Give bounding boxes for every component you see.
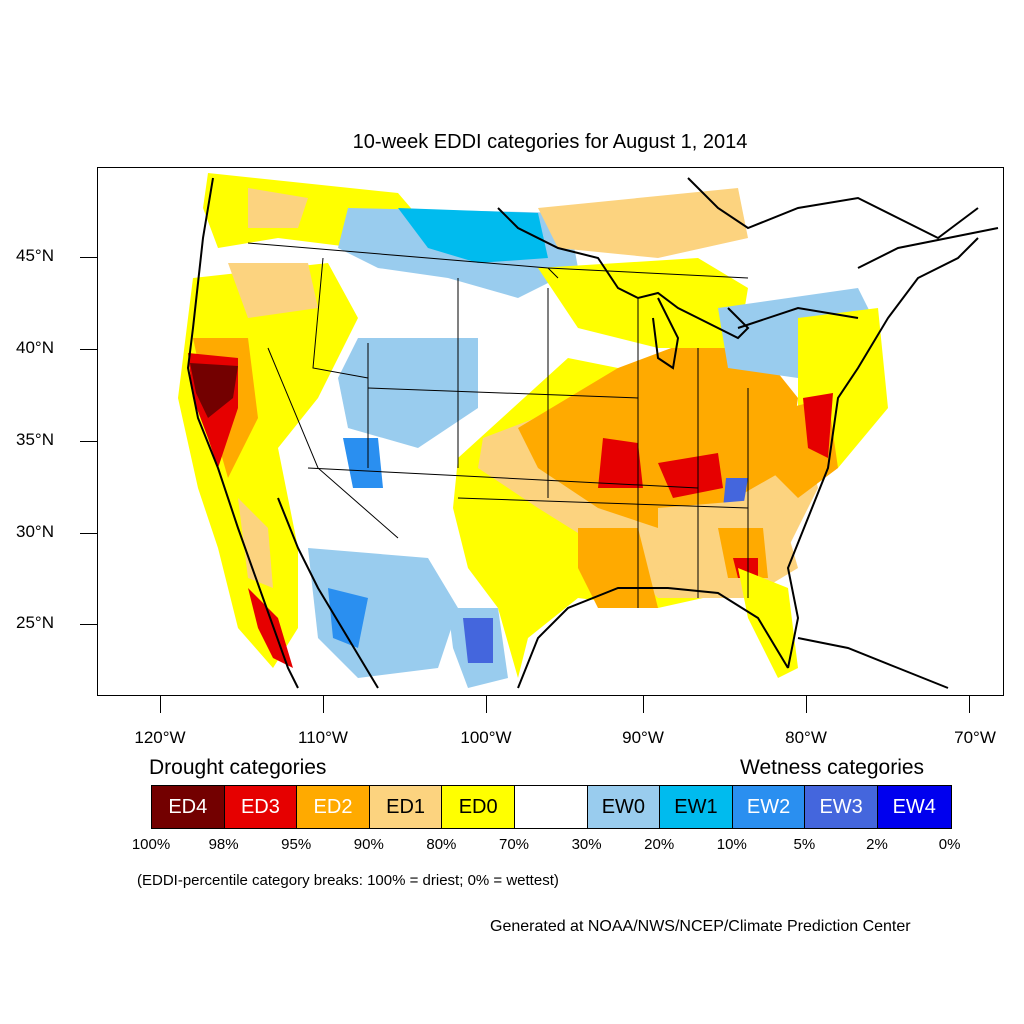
y-tick-mark <box>80 257 97 258</box>
legend-wetness-heading: Wetness categories <box>740 756 925 779</box>
eddi-map <box>178 173 999 689</box>
x-tick-mark <box>969 696 970 713</box>
y-tick-label: 30°N <box>16 522 54 541</box>
legend-cell-ew3: EW3 <box>805 786 878 828</box>
legend-cell-ed1: ED1 <box>369 786 443 828</box>
legend-cell-ew4: EW4 <box>877 786 951 828</box>
region-ed1-northwest <box>248 188 308 228</box>
x-tick-mark <box>323 696 324 713</box>
region-ed0-great-lakes <box>538 258 748 348</box>
legend-cell-ed0: ED0 <box>442 786 515 828</box>
region-ed3-chesapeake <box>803 393 833 458</box>
legend-break-label: 10% <box>716 836 747 853</box>
y-tick-mark <box>80 624 97 625</box>
legend-cell-ed3: ED3 <box>224 786 298 828</box>
legend-cell-ed2: ED2 <box>297 786 370 828</box>
region-ew0-southwest <box>308 548 458 678</box>
y-tick-label: 25°N <box>16 613 54 632</box>
region-ew2-mexico <box>463 618 493 663</box>
region-ed0-florida <box>738 568 798 678</box>
x-tick-mark <box>486 696 487 713</box>
legend-cell-ew1: EW1 <box>660 786 733 828</box>
legend-break-label: 95% <box>281 836 312 853</box>
legend-break-label: 80% <box>426 836 457 853</box>
legend-cell-ed4: ED4 <box>152 786 225 828</box>
region-ed3-missouri <box>598 438 643 488</box>
legend-cell-ew2: EW2 <box>732 786 806 828</box>
x-tick-label: 110°W <box>298 728 348 747</box>
x-tick-label: 80°W <box>785 728 827 747</box>
legend-break-label: 5% <box>793 836 816 853</box>
x-tick-mark <box>806 696 807 713</box>
legend-color-bar: ED4 ED3 ED2 ED1 ED0 EW0 EW1 EW2 EW3 EW4 <box>151 785 952 829</box>
region-ew1-central-rockies <box>343 438 383 488</box>
region-ew0-central-rockies <box>338 338 478 448</box>
credit-line: Generated at NOAA/NWS/NCEP/Climate Predi… <box>490 918 911 935</box>
x-tick-label: 70°W <box>954 728 996 747</box>
legend-cell-ew0: EW0 <box>587 786 661 828</box>
x-tick-mark <box>643 696 644 713</box>
legend-drought-heading: Drought categories <box>149 756 327 779</box>
legend-break-label: 90% <box>353 836 384 853</box>
legend-break-label: 98% <box>208 836 239 853</box>
state-borders <box>247 242 749 608</box>
region-ed1-baja <box>238 498 273 588</box>
coastlines <box>186 177 999 689</box>
y-tick-mark <box>80 533 97 534</box>
legend-note: (EDDI-percentile category breaks: 100% =… <box>137 872 559 889</box>
y-tick-mark <box>80 441 97 442</box>
legend-break-label: 2% <box>866 836 888 853</box>
legend-break-label: 100% <box>131 836 171 853</box>
map-title: 10-week EDDI categories for August 1, 20… <box>352 131 748 153</box>
y-tick-mark <box>80 349 97 350</box>
legend-break-label: 30% <box>571 836 602 853</box>
x-tick-label: 90°W <box>622 728 664 747</box>
y-tick-label: 35°N <box>16 430 54 449</box>
legend-break-label: 70% <box>498 836 530 853</box>
region-ed4-california <box>190 363 238 418</box>
legend-cell-neutral <box>514 786 588 828</box>
region-ed1-pacific-nw <box>228 263 318 318</box>
region-ed1-north-plains <box>538 188 748 258</box>
map-panel <box>97 167 1004 696</box>
x-tick-label: 100°W <box>460 728 512 747</box>
x-tick-mark <box>160 696 161 713</box>
y-tick-label: 40°N <box>16 338 54 357</box>
legend-break-label: 0% <box>938 836 961 853</box>
x-tick-label: 120°W <box>134 728 186 747</box>
legend-break-label: 20% <box>644 836 675 853</box>
y-tick-label: 45°N <box>16 246 54 265</box>
region-ew2-appalachia <box>723 478 748 508</box>
region-ew2-southwest <box>328 588 368 648</box>
